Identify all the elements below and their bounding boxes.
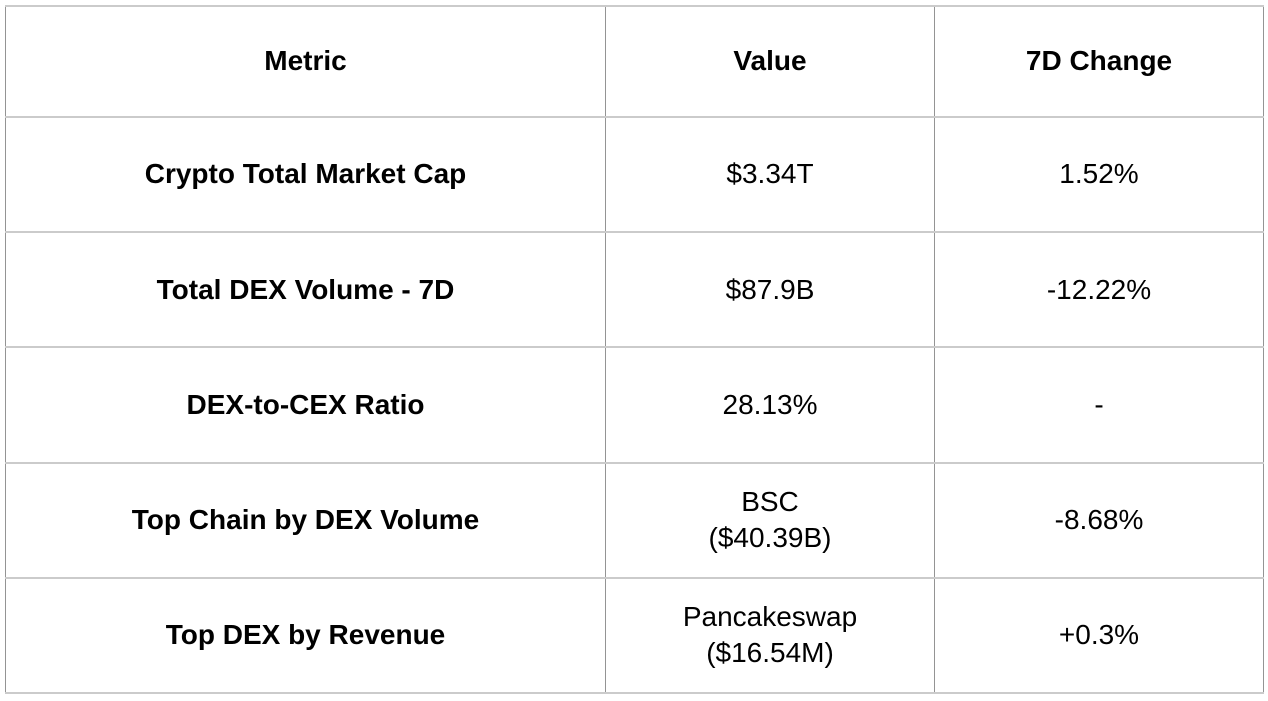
metric-label: Crypto Total Market Cap xyxy=(5,115,606,234)
metric-7d-change: +0.3% xyxy=(934,576,1264,695)
metric-value: $3.34T xyxy=(605,115,935,234)
metric-label: Total DEX Volume - 7D xyxy=(5,231,606,349)
table-row: DEX-to-CEX Ratio 28.13% - xyxy=(5,346,1264,464)
metric-7d-change: - xyxy=(934,346,1264,464)
metric-label: Top DEX by Revenue xyxy=(5,576,606,695)
column-header-7d-change: 7D Change xyxy=(934,5,1264,118)
metric-label: Top Chain by DEX Volume xyxy=(5,461,606,579)
table-row: Top Chain by DEX Volume BSC ($40.39B) -8… xyxy=(5,461,1264,579)
table-row: Total DEX Volume - 7D $87.9B -12.22% xyxy=(5,231,1264,349)
metric-value: Pancakeswap ($16.54M) xyxy=(605,576,935,695)
metric-value: BSC ($40.39B) xyxy=(605,461,935,579)
column-header-value: Value xyxy=(605,5,935,118)
table-row: Top DEX by Revenue Pancakeswap ($16.54M)… xyxy=(5,576,1264,695)
metric-label: DEX-to-CEX Ratio xyxy=(5,346,606,464)
metric-7d-change: -12.22% xyxy=(934,231,1264,349)
table-row: Crypto Total Market Cap $3.34T 1.52% xyxy=(5,115,1264,234)
column-header-metric: Metric xyxy=(5,5,606,118)
metric-value: $87.9B xyxy=(605,231,935,349)
metric-value: 28.13% xyxy=(605,346,935,464)
metric-7d-change: 1.52% xyxy=(934,115,1264,234)
table-header-row: Metric Value 7D Change xyxy=(5,5,1264,118)
metric-7d-change: -8.68% xyxy=(934,461,1264,579)
crypto-metrics-table: Metric Value 7D Change Crypto Total Mark… xyxy=(5,5,1264,695)
